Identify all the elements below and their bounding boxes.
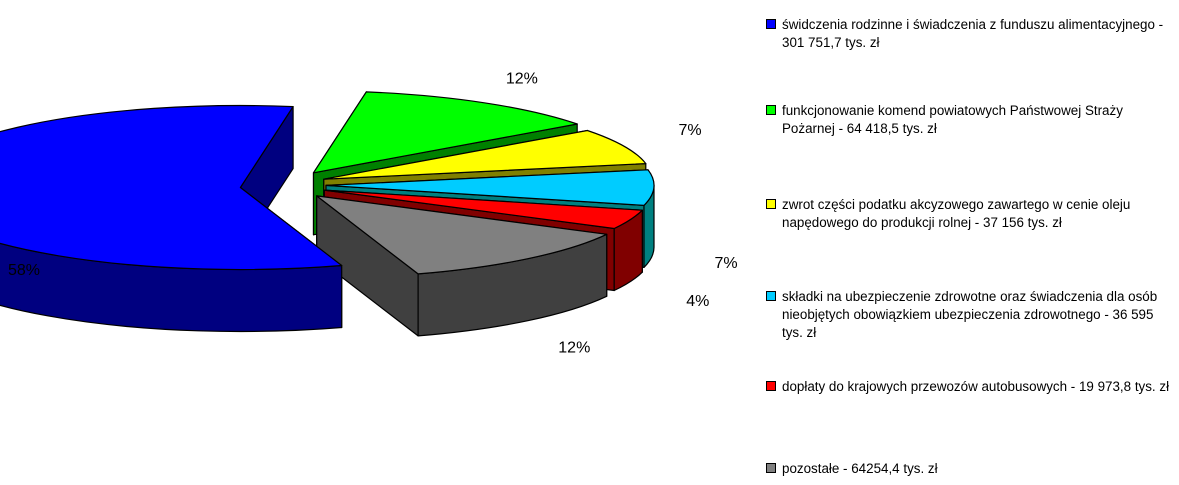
legend-item-1: funkcjonowanie komend powiatowych Państw…: [764, 102, 1176, 138]
percent-label-5: 12%: [558, 340, 590, 357]
pie-slice-4: [323, 189, 643, 230]
pie-slice-2: [323, 129, 647, 180]
legend-label-0: świdczenia rodzinne i świadczenia z fund…: [782, 17, 1164, 50]
legend-item-5: pozostałe - 64254,4 tys. zł: [764, 460, 1176, 478]
legend-label-4: dopłaty do krajowych przewozów autobusow…: [782, 379, 1170, 394]
percent-labels-group: 58% 12% 7% 7% 4% 12%: [8, 70, 738, 356]
slice-tops-group: [0, 91, 655, 275]
pie-slice-5: [316, 195, 608, 275]
legend-label-3: składki na ubezpieczenie zdrowotne oraz …: [782, 289, 1158, 340]
pie-slice-1: [312, 91, 578, 174]
legend: świdczenia rodzinne i świadczenia z fund…: [764, 0, 1179, 485]
percent-label-0: 58%: [8, 262, 40, 279]
legend-label-2: zwrot części podatku akcyzowego zawarteg…: [782, 197, 1131, 230]
pie-slice-3: [325, 169, 655, 206]
legend-swatch-1: [766, 105, 776, 115]
legend-label-5: pozostałe - 64254,4 tys. zł: [782, 461, 938, 476]
legend-swatch-0: [766, 19, 776, 29]
legend-item-0: świdczenia rodzinne i świadczenia z fund…: [764, 16, 1176, 52]
legend-swatch-4: [766, 381, 776, 391]
pie-slice-0: [0, 104, 343, 271]
percent-label-1: 12%: [506, 70, 538, 87]
legend-swatch-5: [766, 463, 776, 473]
pie-chart: 58% 12% 7% 7% 4% 12%: [0, 70, 738, 357]
legend-swatch-2: [766, 199, 776, 209]
percent-label-2: 7%: [679, 122, 702, 139]
legend-item-2: zwrot części podatku akcyzowego zawarteg…: [764, 196, 1176, 232]
legend-item-4: dopłaty do krajowych przewozów autobusow…: [764, 378, 1176, 396]
percent-label-3: 7%: [714, 255, 737, 272]
legend-item-3: składki na ubezpieczenie zdrowotne oraz …: [764, 288, 1176, 342]
legend-label-1: funkcjonowanie komend powiatowych Państw…: [782, 103, 1123, 136]
legend-swatch-3: [766, 291, 776, 301]
percent-label-4: 4%: [686, 293, 709, 310]
